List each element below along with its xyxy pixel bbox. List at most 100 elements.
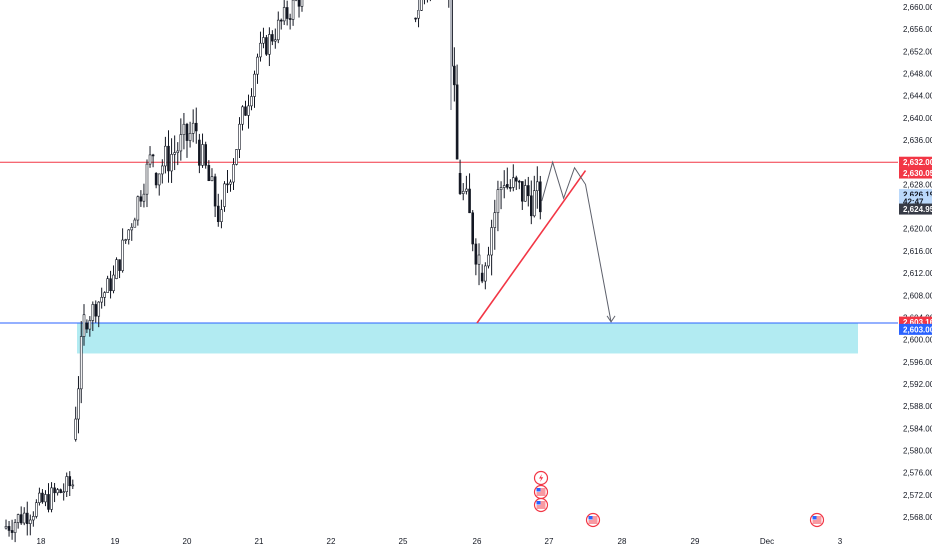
candle (279, 18, 283, 30)
flag-part (812, 516, 822, 518)
candle-body (185, 123, 189, 141)
y-tick-label: 2,616.00 (903, 247, 932, 256)
candle (274, 28, 277, 49)
candle (77, 376, 80, 434)
candle-body (207, 165, 211, 181)
candle (115, 257, 118, 280)
event-icon-lightning[interactable] (533, 470, 549, 486)
candle (247, 94, 250, 129)
candle-body (19, 514, 23, 524)
candle-body (167, 145, 170, 172)
candle-body (161, 165, 164, 175)
flag-part (812, 520, 822, 522)
candle-body (38, 492, 41, 503)
candle-body (508, 187, 512, 189)
candle-body (288, 18, 292, 20)
candle-body (50, 487, 53, 510)
candle-body (71, 484, 75, 487)
candle-body (235, 149, 238, 165)
x-tick-label: 29 (691, 537, 700, 546)
candle-body (502, 185, 506, 188)
candle (79, 321, 83, 404)
us-flag-icon[interactable] (533, 484, 549, 500)
candle (426, 0, 428, 3)
economic-events-layer[interactable] (533, 470, 825, 528)
x-tick-label: 27 (545, 537, 554, 546)
flag-part (536, 490, 546, 492)
price-badge-label: 2,626.19 (903, 190, 932, 199)
candle (216, 193, 220, 227)
candle-body (22, 512, 26, 524)
candle (198, 133, 201, 174)
candle (10, 519, 14, 540)
candle-body (118, 259, 121, 271)
candle (22, 507, 26, 526)
candle (182, 112, 186, 150)
candle-body (25, 512, 29, 524)
candle (253, 70, 256, 108)
candle (167, 130, 170, 183)
candle (514, 175, 518, 190)
candle (71, 479, 75, 489)
candle-body (124, 239, 127, 241)
candle (97, 301, 101, 328)
candle-body (59, 489, 62, 493)
candle-body (139, 196, 143, 202)
us-flag-icon[interactable] (809, 512, 825, 528)
y-tick-label: 2,620.00 (903, 225, 932, 234)
y-tick-label: 2,580.00 (903, 446, 932, 455)
candle-body (164, 145, 167, 167)
candle (232, 158, 235, 190)
candle (151, 153, 155, 168)
y-tick-label: 2,628.00 (903, 180, 932, 189)
candle-body (262, 37, 265, 44)
price-badge-bg (899, 167, 932, 179)
candle (297, 0, 301, 18)
candle (118, 259, 121, 279)
us-flag-icon[interactable] (585, 512, 601, 528)
candle-body (115, 259, 118, 279)
candle (538, 175, 542, 220)
candle-body (493, 212, 497, 228)
flag-part (533, 497, 549, 513)
candle (13, 519, 17, 543)
candle-body (62, 491, 65, 493)
candle-body (213, 176, 217, 207)
candle (53, 482, 56, 503)
candle-body (103, 292, 106, 298)
flag-part (588, 516, 593, 520)
candle-body (285, 7, 289, 19)
candle-body (474, 243, 478, 265)
y-tick-label: 2,656.00 (903, 25, 932, 34)
candle-body (247, 105, 250, 116)
candle-body (223, 183, 226, 207)
x-tick-label: 21 (255, 537, 264, 546)
candle-body (526, 185, 530, 197)
us-flag-icon[interactable] (533, 497, 549, 513)
candle-body (79, 336, 83, 390)
x-tick-label: 19 (111, 537, 120, 546)
candle (130, 223, 134, 241)
y-tick-label: 2,584.00 (903, 424, 932, 433)
candle (285, 0, 289, 26)
candle (223, 181, 226, 212)
candle-body (157, 173, 161, 186)
y-tick-label: 2,648.00 (903, 70, 932, 79)
x-tick-label: 28 (618, 537, 627, 546)
price-badge: 2,624.95 (899, 203, 932, 215)
candle-body (142, 193, 146, 202)
candle-body (414, 17, 417, 20)
candle (429, 0, 431, 2)
candle-body (53, 487, 56, 494)
candle-body (226, 183, 229, 186)
candle (82, 304, 86, 346)
candle-body (420, 0, 423, 11)
candle-body (455, 84, 459, 160)
candle-body (47, 494, 50, 510)
candle (161, 159, 164, 184)
candle (85, 319, 89, 334)
flag-part (536, 505, 546, 507)
projection-path (541, 160, 612, 322)
candle-body (10, 530, 14, 533)
